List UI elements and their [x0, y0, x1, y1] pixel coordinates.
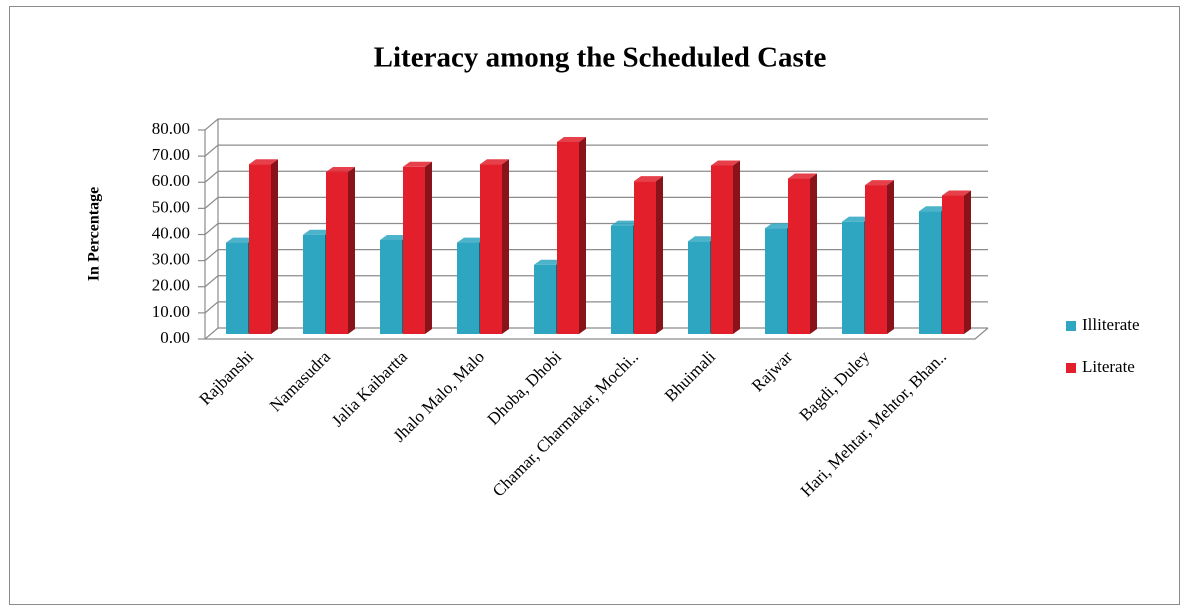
bar-face: [733, 160, 740, 334]
bar-face: [226, 242, 248, 334]
bar-face: [457, 237, 486, 243]
bar-face: [942, 195, 964, 334]
bar-face: [326, 172, 348, 334]
bar-face: [425, 161, 432, 334]
bar: [403, 161, 432, 334]
bar-face: [326, 167, 355, 173]
bar-face: [480, 164, 502, 334]
bar-face: [502, 159, 509, 334]
legend-swatch: [1066, 363, 1076, 373]
y-tick-label: 50.00: [152, 197, 190, 216]
bar-face: [380, 234, 409, 240]
bar-face: [919, 211, 941, 334]
bar-face: [765, 223, 794, 229]
bar-face: [788, 173, 817, 179]
bar-face: [842, 221, 864, 334]
grid-line: [204, 118, 988, 131]
y-axis-label: In Percentage: [86, 187, 103, 281]
bar-face: [887, 180, 894, 334]
legend-swatch: [1066, 321, 1076, 331]
y-tick-label: 10.00: [152, 302, 190, 321]
bar-face: [765, 228, 787, 334]
bar-face: [865, 180, 894, 186]
bar-face: [303, 234, 325, 334]
bar-face: [611, 225, 633, 334]
bar-face: [557, 141, 579, 334]
legend-label: Illiterate: [1082, 315, 1140, 334]
bar-face: [249, 159, 278, 165]
legend-label: Literate: [1082, 357, 1135, 376]
bar-face: [534, 259, 563, 265]
bar: [942, 190, 971, 334]
bar: [788, 173, 817, 334]
bar-face: [711, 165, 733, 334]
bar-face: [226, 237, 255, 243]
bar-face: [271, 159, 278, 334]
bar-face: [611, 220, 640, 226]
bar-face: [403, 161, 432, 167]
bar-face: [711, 160, 740, 166]
bar-face: [942, 190, 971, 196]
bar-face: [919, 206, 948, 212]
bar-face: [842, 216, 871, 222]
y-tick-label: 80.00: [152, 119, 190, 138]
bar-face: [810, 173, 817, 334]
bar-face: [557, 136, 586, 142]
bar-face: [579, 136, 586, 334]
y-tick-label: 30.00: [152, 250, 190, 269]
bar: [634, 176, 663, 334]
bar-face: [348, 167, 355, 334]
bar: [711, 160, 740, 334]
bar-face: [634, 176, 663, 182]
y-tick-label: 20.00: [152, 276, 190, 295]
chart-title: Literacy among the Scheduled Caste: [374, 42, 827, 74]
bar-face: [403, 166, 425, 334]
grid-line: [204, 144, 988, 157]
bar: [557, 136, 586, 334]
bar-face: [480, 159, 509, 165]
y-tick-label: 0.00: [160, 328, 190, 347]
y-tick-label: 70.00: [152, 145, 190, 164]
bar-face: [964, 190, 971, 334]
bar-face: [688, 236, 717, 242]
bar-face: [457, 242, 479, 334]
bar-face: [303, 229, 332, 235]
bar: [480, 159, 509, 334]
bar: [326, 167, 355, 334]
bar-face: [865, 185, 887, 334]
bar-face: [249, 164, 271, 334]
bar-face: [688, 241, 710, 334]
y-tick-label: 40.00: [152, 223, 190, 242]
bar-face: [534, 264, 556, 334]
bar-face: [380, 239, 402, 334]
bar-face: [634, 181, 656, 334]
bar-face: [788, 178, 810, 334]
bar: [865, 180, 894, 334]
bar: [249, 159, 278, 334]
y-tick-label: 60.00: [152, 171, 190, 190]
bar-face: [656, 176, 663, 334]
